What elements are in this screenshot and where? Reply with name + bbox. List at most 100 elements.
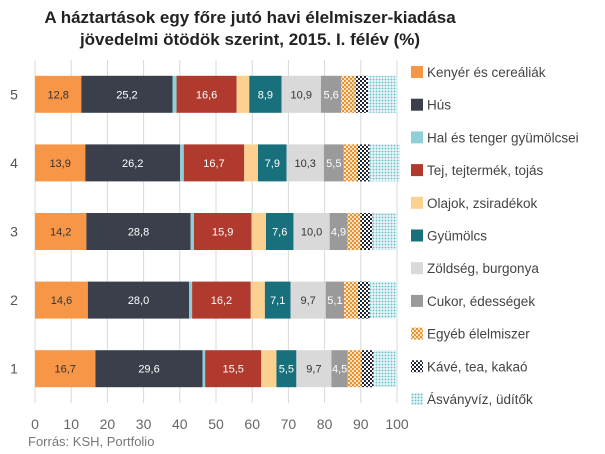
x-tick-label: 80 xyxy=(317,416,333,432)
legend-label: Hal és tenger gyümölcsei xyxy=(427,130,579,145)
bar-segment xyxy=(190,213,194,250)
legend-label: Cukor, édességek xyxy=(427,294,535,309)
data-label: 7,1 xyxy=(270,295,285,307)
data-label: 15,9 xyxy=(212,227,233,239)
data-label: 9,7 xyxy=(300,295,315,307)
bar-segment xyxy=(357,281,370,319)
legend-label: Egyéb élelmiszer xyxy=(427,327,530,342)
bar-segment xyxy=(189,281,193,319)
data-label: 10,3 xyxy=(295,158,316,170)
legend-swatch xyxy=(411,262,423,275)
category-label: 3 xyxy=(10,224,18,240)
data-label: 8,9 xyxy=(258,89,273,101)
x-tick-label: 30 xyxy=(136,416,152,432)
legend-swatch xyxy=(411,327,423,340)
bar-segment xyxy=(265,213,294,250)
data-label: 4,5 xyxy=(332,364,347,376)
bar-segment xyxy=(329,213,348,250)
legend-swatch xyxy=(411,294,423,307)
y-axis-categories: 5 4 3 2 1 xyxy=(10,86,18,376)
bar-segment xyxy=(180,144,184,182)
data-label: 14,6 xyxy=(51,295,72,307)
category-label: 4 xyxy=(10,155,18,171)
bar-segment xyxy=(192,281,251,319)
bar-segment xyxy=(251,213,266,250)
bars: 12,8 25,2 16,6 8,9 10,9 5,6 13,9 26,2 16,7 7,9 10,… xyxy=(35,75,400,388)
bar-segment xyxy=(250,281,265,319)
x-tick-label: 50 xyxy=(208,416,224,432)
bar-segment xyxy=(202,350,206,388)
x-tick-label: 0 xyxy=(31,416,39,432)
bar-segment xyxy=(87,281,190,319)
data-label: 25,2 xyxy=(116,89,137,101)
x-tick-label: 20 xyxy=(100,416,116,432)
bar-segment xyxy=(281,75,321,113)
legend-label: Hús xyxy=(427,98,451,113)
category-label: 5 xyxy=(10,86,18,102)
bar-segment xyxy=(172,75,177,113)
bar-segment xyxy=(344,281,358,319)
bar-segment xyxy=(35,281,88,319)
bar-segment xyxy=(95,350,203,388)
legend-swatch xyxy=(411,229,423,242)
data-label: 7,6 xyxy=(272,227,287,239)
legend-label: Gyümölcs xyxy=(427,229,487,244)
bar-segment xyxy=(369,144,400,182)
legend-label: Ásványvíz, üdítők xyxy=(427,392,533,407)
bar-segment xyxy=(331,350,348,388)
bar-segment xyxy=(341,75,356,113)
legend-swatch xyxy=(411,196,423,209)
bar-segment xyxy=(343,144,358,182)
bar-segment xyxy=(257,144,287,182)
bar-segment xyxy=(325,281,345,319)
x-tick-label: 60 xyxy=(244,416,260,432)
data-label: 16,7 xyxy=(203,158,224,170)
bar-segment xyxy=(236,75,250,113)
data-label: 5,1 xyxy=(327,295,342,307)
legend-label: Kenyér és cereáliák xyxy=(427,65,546,80)
bar-segment xyxy=(193,213,252,250)
bar-segment xyxy=(35,213,87,250)
data-label: 10,0 xyxy=(301,227,322,239)
legend-label: Tej, tejtermék, tojás xyxy=(427,163,544,178)
data-label: 16,7 xyxy=(55,364,76,376)
data-label: 4,9 xyxy=(331,227,346,239)
bar-segment xyxy=(373,350,397,388)
legend-label: Kávé, tea, kakaó xyxy=(427,359,528,374)
bar-segment xyxy=(183,144,245,182)
data-label: 10,9 xyxy=(291,89,312,101)
bar-segment xyxy=(347,350,362,388)
bar-segment xyxy=(35,144,86,182)
x-tick-label: 90 xyxy=(353,416,369,432)
bar-segment xyxy=(286,144,324,182)
data-label: 9,7 xyxy=(306,364,321,376)
bar-segment xyxy=(347,213,361,250)
x-axis: 0 10 20 30 40 50 60 70 80 90 100 xyxy=(31,416,409,432)
bar-segment xyxy=(369,281,397,319)
legend-swatch xyxy=(411,393,423,405)
chart-title: A háztartások egy főre jutó havi élelmis… xyxy=(44,8,456,27)
bar-segment xyxy=(372,213,397,250)
x-tick-label: 100 xyxy=(385,416,409,432)
bar-segment xyxy=(361,350,374,388)
data-label: 5,5 xyxy=(279,364,294,376)
data-label: 13,9 xyxy=(49,158,70,170)
bar-segment xyxy=(244,144,258,182)
category-label: 1 xyxy=(10,361,18,377)
bar-segment xyxy=(293,213,330,250)
legend-swatch xyxy=(411,66,423,78)
legend-swatch xyxy=(411,131,423,144)
data-label: 14,2 xyxy=(50,227,71,239)
data-label: 16,6 xyxy=(196,89,217,101)
bar-segment xyxy=(264,281,291,319)
legend-label: Olajok, zsiradékok xyxy=(427,196,538,211)
source-note: Forrás: KSH, Portfolio xyxy=(28,434,154,449)
bar-segment xyxy=(85,144,181,182)
bar-segment xyxy=(86,213,191,250)
data-label: 28,0 xyxy=(128,295,149,307)
bar-segment xyxy=(368,75,397,113)
bar-segment xyxy=(290,281,326,319)
bar-segment xyxy=(355,75,369,113)
chart-subtitle: jövedelmi ötödök szerint, 2015. I. félév… xyxy=(79,30,420,49)
